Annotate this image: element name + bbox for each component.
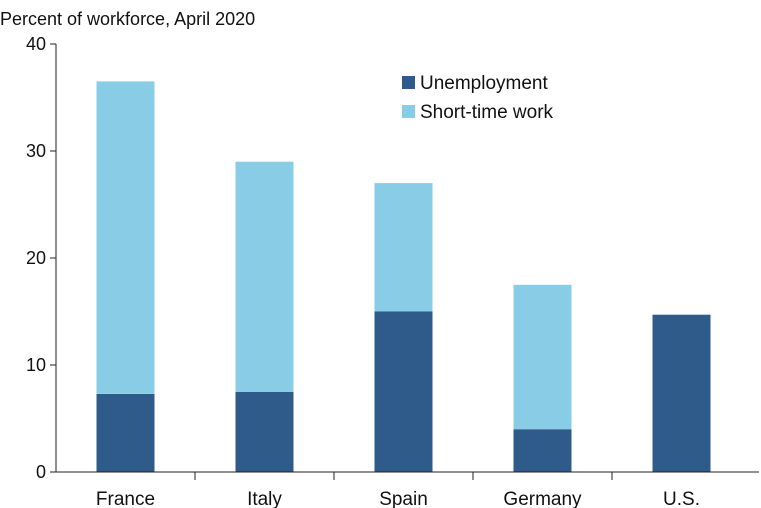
bars-group xyxy=(96,81,711,473)
y-tick-label: 10 xyxy=(26,355,46,375)
y-tick-label: 30 xyxy=(26,141,46,161)
y-tick-label: 40 xyxy=(26,34,46,54)
y-tick-label: 20 xyxy=(26,248,46,268)
bar-unemployment-u-s- xyxy=(652,314,711,472)
x-category-label: Italy xyxy=(247,489,282,508)
bar-unemployment-france xyxy=(96,393,155,472)
legend-label: Unemployment xyxy=(420,73,548,94)
x-category-label: U.S. xyxy=(663,489,700,508)
bar-unemployment-germany xyxy=(513,429,572,472)
x-category-label: Spain xyxy=(379,489,428,508)
legend-label: Short-time work xyxy=(420,102,554,123)
bar-unemployment-spain xyxy=(374,311,433,472)
bar-short-time-work-spain xyxy=(374,183,433,312)
x-category-label: Germany xyxy=(503,489,582,508)
bar-short-time-work-france xyxy=(96,81,155,394)
axes-group: 0 10 20 30 40 France Italy Spain Germany U.S. xyxy=(26,34,759,508)
y-tick-label: 0 xyxy=(36,462,46,482)
y-axis-title: Percent of workforce, April 2020 xyxy=(0,9,255,29)
bar-short-time-work-italy xyxy=(235,161,294,392)
bar-unemployment-italy xyxy=(235,391,294,473)
bar-short-time-work-germany xyxy=(513,284,572,430)
legend-swatch xyxy=(402,105,415,118)
legend-swatch xyxy=(402,76,415,89)
legend: Unemployment Short-time work xyxy=(402,73,554,123)
x-category-label: France xyxy=(96,489,155,508)
